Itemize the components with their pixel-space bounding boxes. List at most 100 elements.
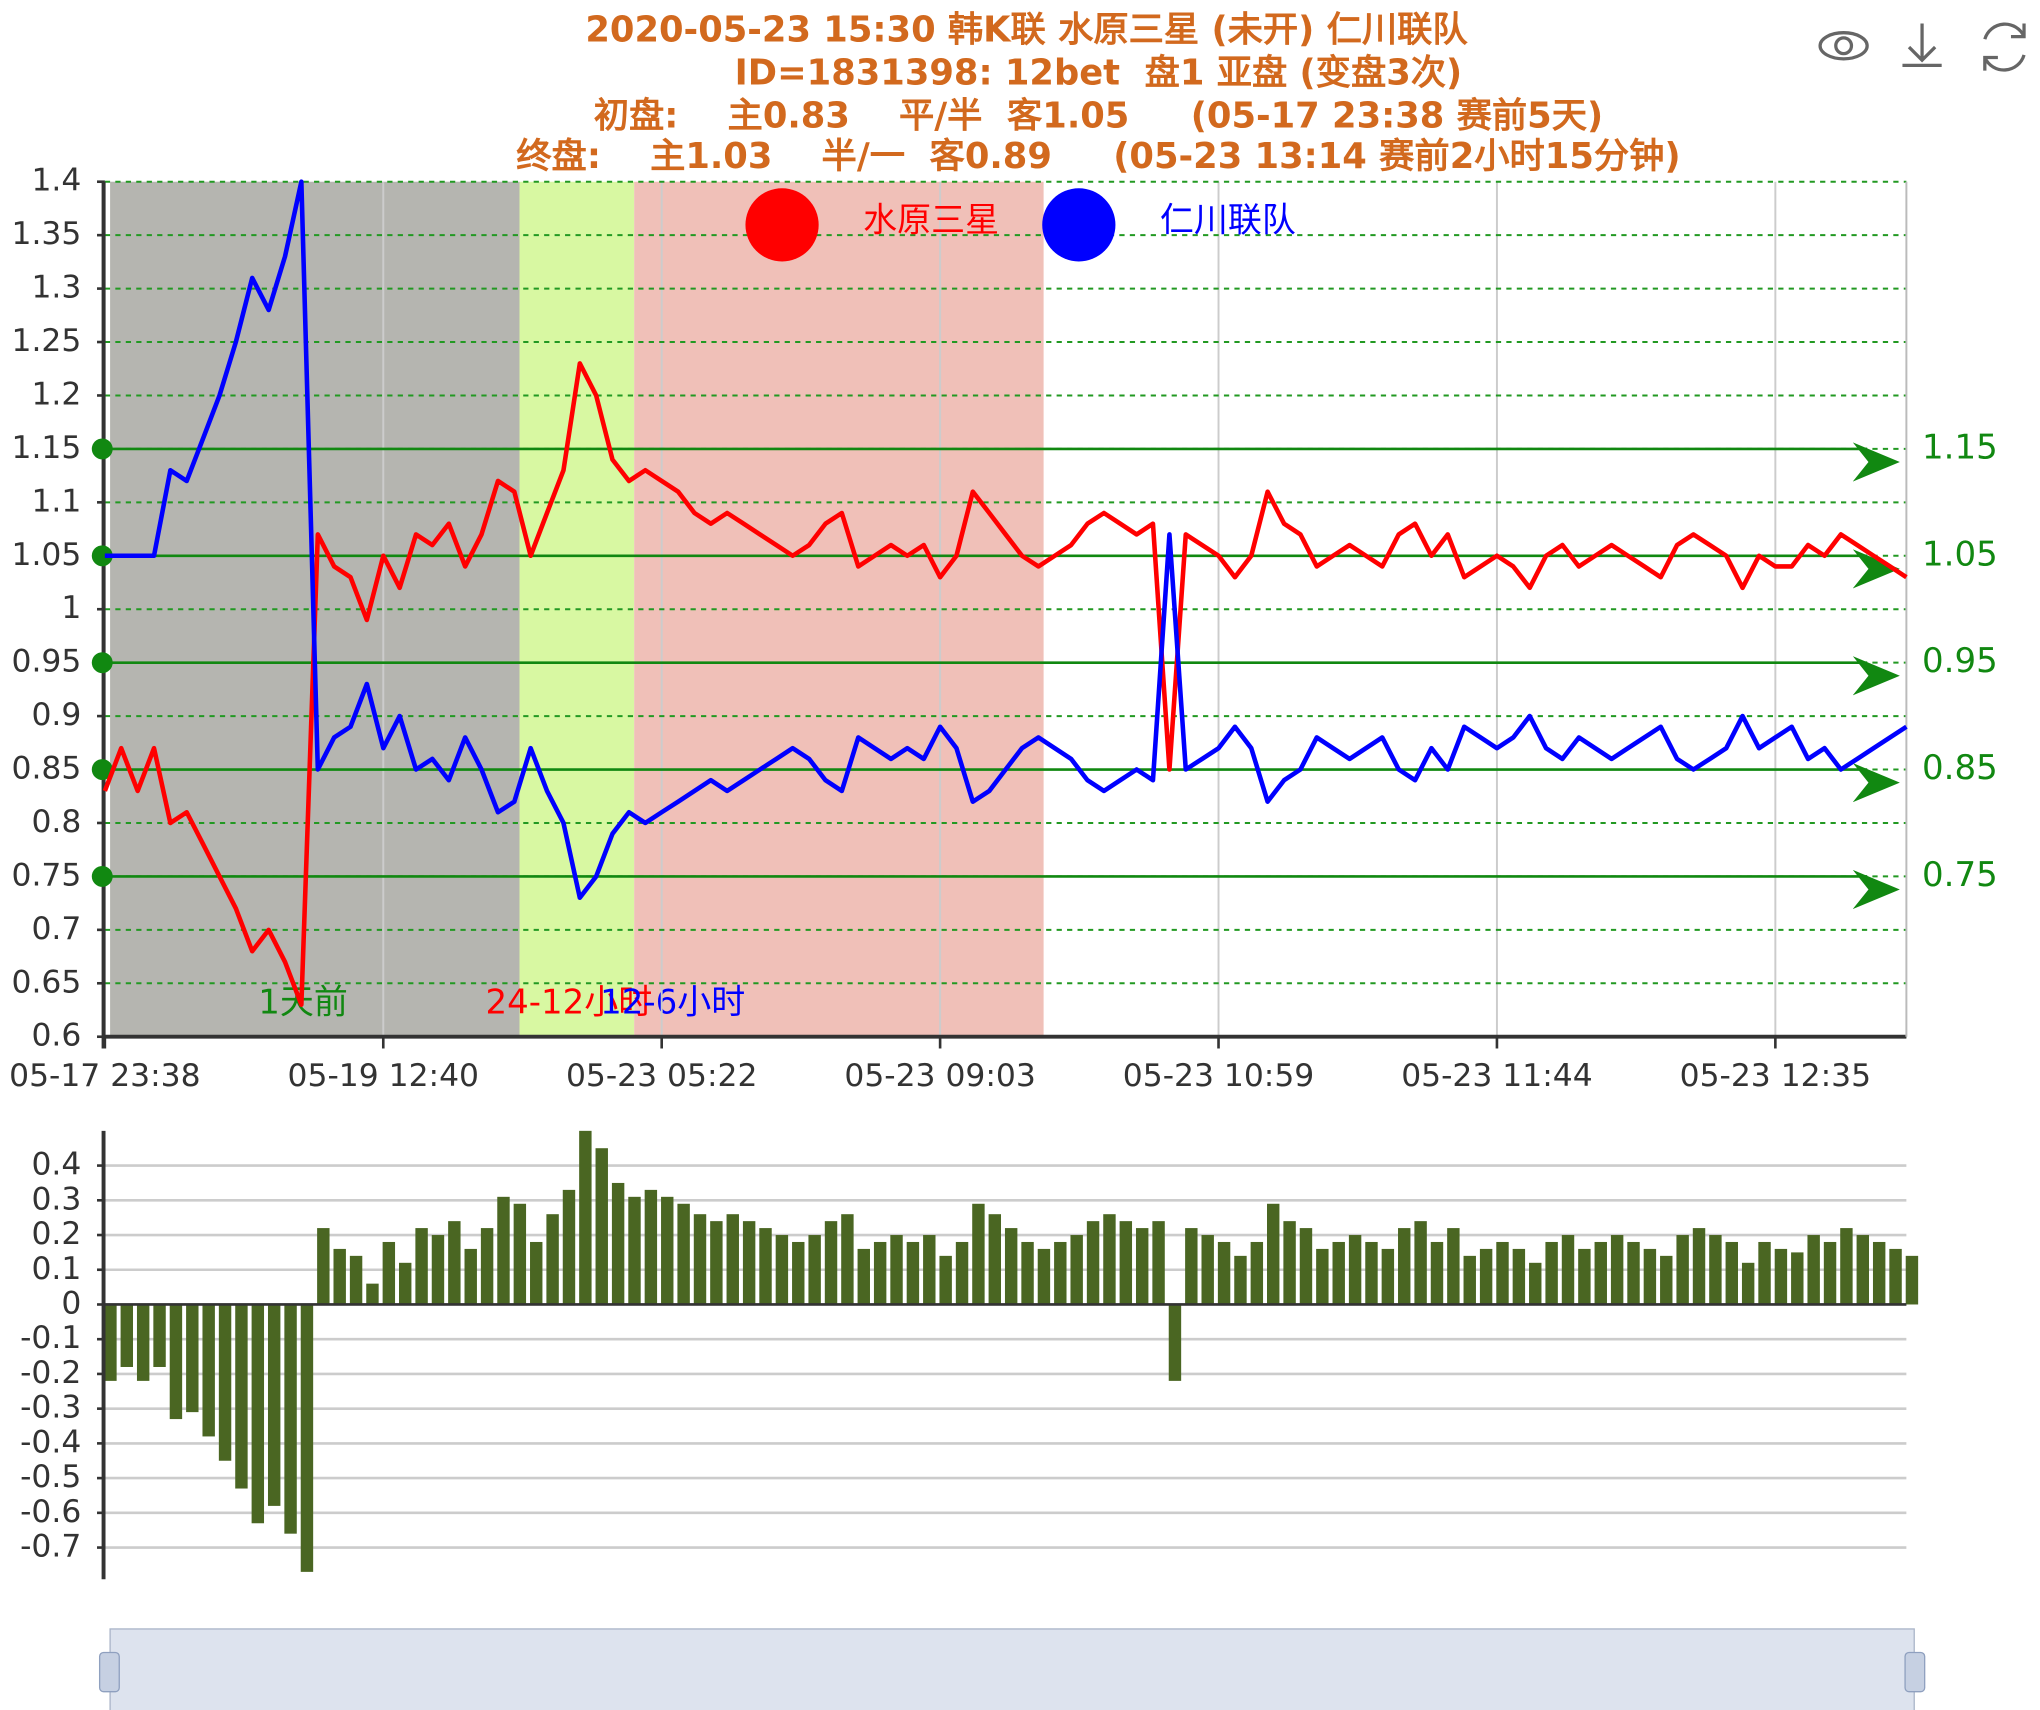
y-tick-label: 1.1: [31, 483, 81, 519]
bar: [677, 1203, 690, 1305]
mark-line-dot: [91, 545, 113, 567]
bar: [169, 1304, 183, 1420]
bar: [1086, 1221, 1100, 1305]
x-tick-label: 05-23 12:35: [1680, 1058, 1871, 1094]
mark-line-dot: [91, 438, 113, 460]
legend-marker: [1042, 188, 1116, 262]
y-tick-label: 0.75: [12, 857, 82, 893]
mark-line-dot: [91, 652, 113, 674]
bar: [1905, 1255, 1919, 1305]
refresh-icon[interactable]: [1983, 22, 2026, 72]
bar: [1594, 1241, 1607, 1305]
data-zoom[interactable]: [98, 1628, 1926, 1710]
band-label: 12-6小时: [600, 983, 745, 1023]
bar: [513, 1203, 527, 1305]
bar: [366, 1283, 379, 1305]
y-tick-label: 1: [61, 590, 81, 626]
bar: [1430, 1241, 1444, 1305]
bar: [1152, 1221, 1165, 1305]
view-icon[interactable]: [1818, 31, 1869, 61]
bar: [1561, 1235, 1575, 1305]
download-icon[interactable]: [1902, 23, 1942, 68]
bar: [1135, 1228, 1149, 1305]
bar: [530, 1241, 543, 1305]
y-tick-label: 0: [61, 1285, 81, 1321]
bar: [595, 1148, 608, 1305]
bar: [1529, 1262, 1542, 1305]
chart-title: 2020-05-23 15:30 韩K联 水原三星 (未开) 仁川联队: [585, 9, 1468, 50]
y-tick-label: 0.9: [31, 697, 81, 733]
bar: [431, 1235, 445, 1305]
bar: [1774, 1248, 1788, 1305]
bar: [1578, 1248, 1591, 1305]
y-tick-label: 1.3: [31, 270, 81, 306]
bar: [579, 1130, 592, 1305]
bar: [1201, 1235, 1214, 1305]
bar: [1398, 1228, 1411, 1305]
zoom-handle[interactable]: [98, 1651, 120, 1693]
bar: [611, 1182, 625, 1305]
y-tick-label: 1.25: [12, 323, 82, 359]
mark-line-dot: [91, 759, 113, 780]
bar: [1840, 1228, 1853, 1305]
mark-line-label: 0.95: [1922, 641, 1998, 681]
x-tick-label: 05-19 12:40: [288, 1058, 479, 1094]
bar: [1267, 1203, 1280, 1305]
bar: [1627, 1241, 1640, 1305]
bar: [1676, 1235, 1689, 1305]
bar: [317, 1228, 330, 1305]
bar: [1856, 1235, 1870, 1305]
y-tick-label: -0.2: [20, 1355, 81, 1391]
bar: [1332, 1241, 1345, 1305]
bar: [1791, 1252, 1804, 1305]
bar: [464, 1248, 477, 1305]
bar: [857, 1248, 870, 1305]
bar: [1741, 1262, 1755, 1305]
bar: [1217, 1241, 1231, 1305]
bar: [104, 1304, 117, 1381]
y-tick-label: 0.2: [31, 1216, 81, 1252]
bar: [824, 1221, 838, 1305]
y-tick-label: 0.8: [31, 804, 81, 840]
mark-line-label: 0.85: [1922, 748, 1998, 788]
bar: [415, 1228, 428, 1305]
line-series: [102, 361, 1908, 1007]
bar: [546, 1214, 559, 1305]
bar: [1185, 1228, 1198, 1305]
mark-line-dot: [91, 865, 113, 887]
bar: [923, 1235, 936, 1305]
bar: [906, 1241, 920, 1305]
bar: [1889, 1248, 1902, 1305]
zoom-window[interactable]: [109, 1628, 1915, 1710]
bar: [1348, 1235, 1362, 1305]
x-tick-label: 05-23 11:44: [1401, 1058, 1592, 1094]
bar: [1463, 1255, 1476, 1305]
y-tick-label: 1.35: [12, 216, 82, 252]
bar: [972, 1203, 985, 1305]
bar: [792, 1241, 805, 1305]
y-tick-label: -0.1: [20, 1320, 81, 1356]
mark-line-label: 1.15: [1922, 427, 1998, 467]
x-tick-label: 05-23 09:03: [844, 1058, 1035, 1094]
y-tick-label: 1.2: [31, 376, 81, 412]
bar: [267, 1304, 281, 1506]
bar: [1725, 1241, 1738, 1305]
bar: [1414, 1221, 1427, 1305]
bar: [1660, 1255, 1673, 1305]
bar: [251, 1304, 265, 1524]
bar: [1119, 1221, 1133, 1305]
legend-marker: [745, 188, 819, 262]
legend-label: 仁川联队: [1160, 201, 1296, 241]
bar: [1872, 1241, 1886, 1305]
bar: [1479, 1248, 1493, 1305]
bar: [186, 1304, 199, 1413]
bar: [1021, 1241, 1034, 1305]
zoom-handle[interactable]: [1904, 1651, 1926, 1693]
bar: [480, 1228, 494, 1305]
y-tick-label: 0.4: [31, 1147, 81, 1183]
y-tick-label: -0.7: [20, 1529, 81, 1565]
legend-label: 水原三星: [863, 201, 999, 241]
bar: [1381, 1248, 1395, 1305]
